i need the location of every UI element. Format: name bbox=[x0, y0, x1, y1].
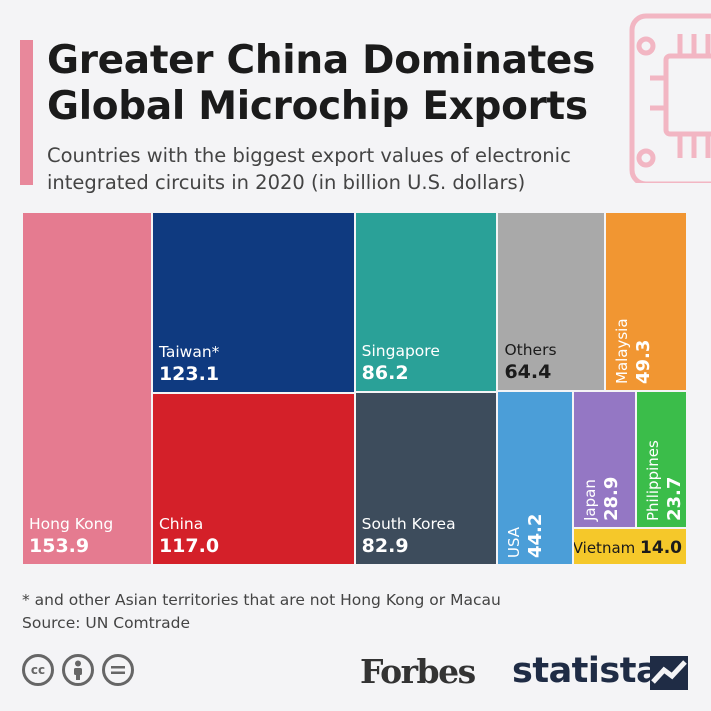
tile-value-usa: 44.2 bbox=[525, 513, 547, 558]
tile-hong-kong: Hong Kong 153.9 bbox=[23, 213, 151, 564]
tile-value-japan: 28.9 bbox=[601, 476, 623, 522]
tile-value-others: 64.4 bbox=[504, 360, 552, 383]
accent-bar bbox=[20, 40, 33, 185]
tile-label-japan: Japan bbox=[581, 479, 600, 522]
source: Source: UN Comtrade bbox=[22, 614, 190, 632]
forbes-logo[interactable]: Forbes bbox=[360, 652, 476, 691]
subtitle-line-1: Countries with the biggest export values… bbox=[47, 144, 571, 167]
license-icons: cc bbox=[22, 654, 134, 686]
chart-title: Greater China Dominates Global Microchip… bbox=[47, 38, 595, 130]
tile-label-hong-kong: Hong Kong bbox=[29, 515, 114, 533]
tile-label-south-korea: South Korea bbox=[361, 514, 456, 533]
tile-label-malaysia: Malaysia bbox=[612, 318, 631, 384]
tile-vietnam: Vietnam 14.0 bbox=[574, 529, 686, 564]
tile-label-singapore: Singapore bbox=[361, 341, 440, 360]
tile-label-philippines: Philippines bbox=[643, 440, 662, 522]
tile-china: China 117.0 bbox=[152, 393, 354, 564]
statista-logo[interactable]: statista bbox=[512, 651, 660, 691]
tile-value-malaysia: 49.3 bbox=[632, 339, 654, 384]
tile-value-philippines: 23.7 bbox=[663, 476, 685, 522]
tile-taiwan: Taiwan* 123.1 bbox=[152, 213, 354, 392]
title-line-2: Global Microchip Exports bbox=[47, 84, 588, 129]
microchip-icon bbox=[629, 13, 711, 183]
cc-icon[interactable]: cc bbox=[22, 654, 54, 686]
statista-logo-mark-icon bbox=[650, 656, 688, 690]
tile-japan: Japan 28.9 bbox=[574, 391, 635, 528]
tile-philippines: Philippines 23.7 bbox=[636, 391, 686, 528]
tile-label-vietnam: Vietnam bbox=[574, 538, 636, 557]
footnote-block: * and other Asian territories that are n… bbox=[22, 589, 501, 635]
tile-label-china: China bbox=[158, 514, 204, 533]
no-derivatives-icon[interactable] bbox=[102, 654, 134, 686]
tile-value-singapore: 86.2 bbox=[361, 361, 409, 384]
footnote: * and other Asian territories that are n… bbox=[22, 591, 501, 609]
tile-label-taiwan: Taiwan* bbox=[158, 342, 220, 361]
tile-singapore: Singapore 86.2 bbox=[355, 213, 497, 391]
title-line-1: Greater China Dominates bbox=[47, 38, 595, 83]
attribution-icon[interactable] bbox=[62, 654, 94, 686]
tile-label-usa: USA bbox=[505, 526, 524, 558]
tile-others: Others 64.4 bbox=[498, 213, 604, 390]
tile-label-others: Others bbox=[504, 340, 557, 359]
tile-usa: USA 44.2 bbox=[498, 391, 573, 564]
subtitle-line-2: integrated circuits in 2020 (in billion … bbox=[47, 171, 526, 194]
tile-value-taiwan: 123.1 bbox=[158, 362, 220, 385]
tile-value-hong-kong: 153.9 bbox=[29, 535, 90, 557]
tile-value-south-korea: 82.9 bbox=[361, 534, 409, 557]
tile-value-vietnam: 14.0 bbox=[640, 537, 682, 558]
tile-malaysia: Malaysia 49.3 bbox=[605, 213, 686, 390]
tile-value-china: 117.0 bbox=[158, 534, 220, 557]
tile-south-korea: South Korea 82.9 bbox=[355, 392, 497, 564]
chart-subtitle: Countries with the biggest export values… bbox=[47, 142, 637, 196]
